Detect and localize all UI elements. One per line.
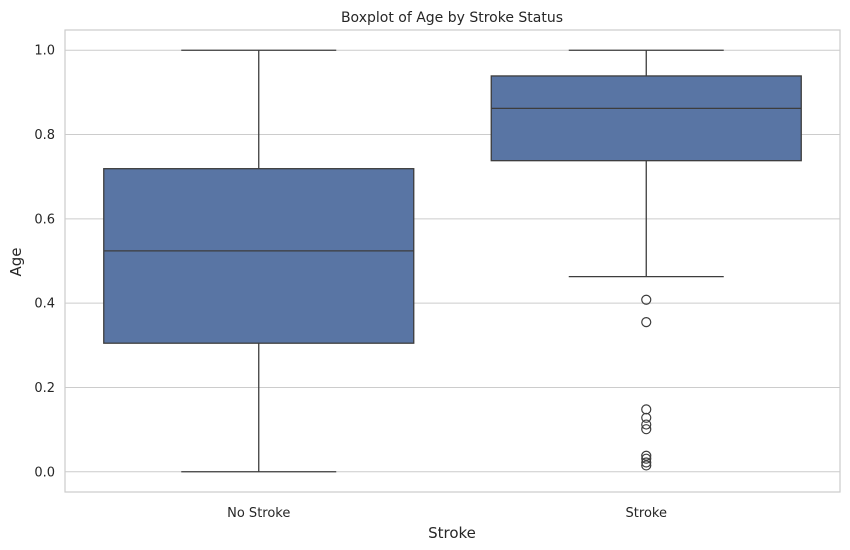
- box-iqr: [103, 168, 415, 344]
- boxes: [103, 49, 802, 473]
- outlier-point: [641, 404, 652, 415]
- box-iqr: [490, 75, 802, 162]
- y-tick-label: 0.6: [34, 212, 55, 227]
- chart-title: Boxplot of Age by Stroke Status: [341, 10, 563, 26]
- y-tick-label: 0.4: [34, 297, 55, 312]
- y-tick-label: 0.8: [34, 128, 55, 143]
- x-tick-labels: No Stroke Stroke: [227, 506, 667, 521]
- outlier-point: [641, 457, 652, 468]
- y-tick-label: 0.2: [34, 381, 55, 396]
- box-group: [103, 49, 415, 473]
- y-tick-label: 1.0: [34, 44, 55, 59]
- plot-frame: [64, 29, 841, 493]
- outlier-point: [641, 453, 652, 464]
- outlier-point: [641, 412, 652, 423]
- outlier-point: [641, 460, 652, 471]
- y-tick-label: 0.0: [34, 465, 55, 480]
- outlier-point: [641, 294, 652, 305]
- x-axis-label: Stroke: [428, 524, 476, 542]
- x-tick-label: No Stroke: [227, 506, 290, 521]
- outlier-point: [641, 317, 652, 328]
- outlier-point: [641, 450, 652, 461]
- x-tick-label: Stroke: [626, 506, 667, 521]
- outlier-point: [641, 419, 652, 430]
- y-tick-labels: 0.0 0.2 0.4 0.6 0.8 1.0: [34, 44, 55, 481]
- box-group: [490, 49, 802, 471]
- outlier-point: [641, 424, 652, 435]
- y-axis-label: Age: [7, 247, 25, 276]
